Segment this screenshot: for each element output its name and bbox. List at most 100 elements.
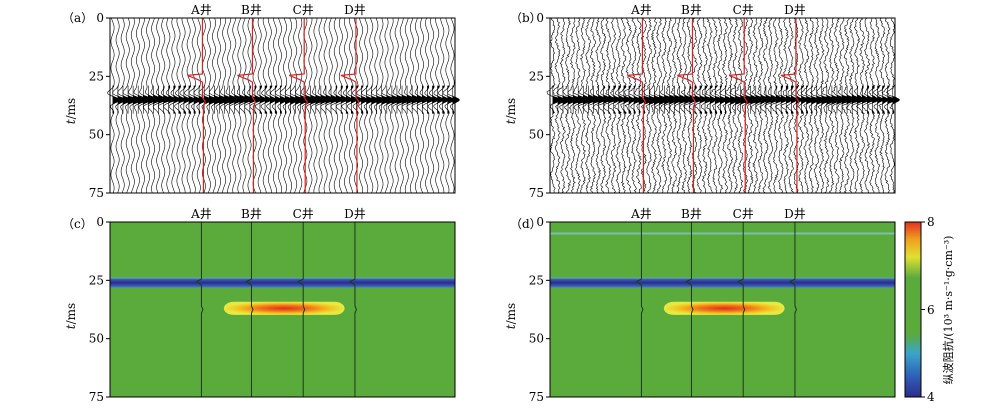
trace-fill bbox=[785, 85, 793, 114]
seismic-trace bbox=[816, 17, 832, 194]
trace-fill bbox=[310, 85, 321, 114]
well-line bbox=[635, 222, 644, 397]
trace-fill bbox=[356, 85, 363, 114]
seismic-trace bbox=[300, 17, 315, 194]
trace-fill bbox=[872, 85, 879, 114]
trace-fill bbox=[851, 85, 861, 114]
trace-fill bbox=[396, 85, 407, 114]
well-line bbox=[245, 222, 254, 397]
seismic-trace bbox=[392, 17, 407, 194]
trace-fill bbox=[664, 85, 674, 114]
seismic-trace bbox=[325, 17, 339, 194]
y-tick-label: 75 bbox=[529, 390, 544, 404]
y-tick-label: 75 bbox=[89, 390, 104, 404]
trace-fill bbox=[760, 85, 770, 114]
trace-fill bbox=[801, 85, 808, 114]
seismic-trace bbox=[759, 17, 775, 194]
y-axis-label: t/ms bbox=[504, 303, 518, 329]
seismic-trace bbox=[740, 17, 755, 194]
seismic-trace bbox=[683, 17, 697, 194]
trace-fill bbox=[234, 85, 244, 114]
trace-fill bbox=[892, 85, 900, 114]
seismic-trace bbox=[117, 17, 132, 194]
trace-fill bbox=[208, 85, 218, 114]
plot-frame bbox=[109, 17, 456, 194]
plot-frame bbox=[109, 221, 456, 398]
seismic-trace bbox=[279, 17, 293, 194]
seismic-trace bbox=[805, 17, 820, 194]
trace-fill bbox=[158, 85, 167, 114]
trace-fill bbox=[305, 85, 315, 114]
trace-fill bbox=[244, 85, 253, 114]
panel-a: （a） t/ms 0 25 50 75 A井 B井 C井 D井 bbox=[62, 3, 460, 200]
y-axis-label: t/ms bbox=[64, 98, 78, 124]
seismic-trace bbox=[401, 17, 416, 194]
trace-fill bbox=[224, 85, 234, 114]
trace-fill bbox=[562, 85, 572, 114]
seismic-trace bbox=[184, 17, 196, 194]
seismic-trace bbox=[188, 17, 201, 194]
low-impedance-layer bbox=[550, 277, 895, 288]
seismic-trace bbox=[193, 17, 207, 194]
seismic-trace bbox=[827, 17, 842, 194]
trace-fill bbox=[168, 85, 176, 114]
seismic-trace bbox=[562, 17, 577, 194]
seismic-trace bbox=[138, 18, 153, 194]
well-labels: A井 B井 C井 D井 bbox=[190, 3, 366, 17]
trace-fill bbox=[598, 85, 607, 114]
well-line bbox=[737, 222, 746, 397]
trace-fill bbox=[386, 85, 396, 114]
seismic-trace bbox=[578, 17, 592, 194]
trace-fill bbox=[552, 85, 561, 114]
seismic-trace bbox=[260, 17, 272, 194]
well-label-c: C井 bbox=[293, 3, 314, 17]
y-tick-label: 0 bbox=[536, 215, 544, 229]
y-tick-label: 75 bbox=[529, 186, 544, 200]
seismic-trace bbox=[791, 17, 804, 194]
seismic-trace bbox=[603, 17, 617, 194]
seismic-trace bbox=[229, 17, 244, 194]
well-line bbox=[788, 222, 797, 397]
trace-fill bbox=[315, 85, 326, 114]
well-label-b: B井 bbox=[241, 3, 262, 17]
well-label-b: B井 bbox=[681, 207, 702, 221]
trace-fill bbox=[841, 85, 852, 114]
trace-fill bbox=[153, 85, 163, 114]
y-tick-label: 0 bbox=[96, 11, 104, 25]
well-labels: A井 B井 C井 D井 bbox=[190, 207, 366, 221]
trace-fill bbox=[770, 85, 779, 114]
trace-fill bbox=[750, 85, 761, 114]
colorbar-gradient bbox=[904, 221, 922, 398]
trace-fill bbox=[755, 85, 766, 114]
seismic-trace bbox=[663, 17, 680, 194]
seismic-trace bbox=[714, 17, 727, 194]
trace-fill bbox=[603, 85, 612, 114]
trace-fill bbox=[887, 85, 895, 114]
well-log bbox=[677, 18, 697, 193]
seismic-trace bbox=[411, 17, 425, 194]
seismic-trace bbox=[447, 17, 460, 194]
trace-fill bbox=[340, 85, 348, 114]
trace-fill bbox=[264, 85, 272, 114]
trace-fill bbox=[582, 85, 593, 114]
trace-fill bbox=[679, 85, 689, 114]
plot-frame bbox=[549, 221, 896, 398]
trace-fill bbox=[178, 85, 186, 114]
trace-fill bbox=[335, 85, 344, 114]
seismic-trace bbox=[886, 17, 900, 194]
trace-fill bbox=[259, 85, 267, 114]
seismic-trace bbox=[270, 17, 282, 194]
well-log bbox=[187, 18, 207, 193]
seismic-trace bbox=[694, 17, 707, 194]
seismic-trace bbox=[654, 17, 669, 194]
well-labels: A井 B井 C井 D井 bbox=[630, 207, 806, 221]
colorbar: 8 6 4 纵波阻抗/(10³ m·s⁻¹·g·cm⁻³) bbox=[904, 215, 955, 404]
trace-fill bbox=[704, 85, 712, 114]
seismic-trace bbox=[552, 17, 567, 194]
trace-fill bbox=[684, 85, 693, 114]
trace-fill bbox=[163, 85, 172, 114]
well-label-d: D井 bbox=[784, 207, 806, 221]
well-log bbox=[627, 18, 647, 193]
trace-fill bbox=[867, 85, 875, 114]
seismic-trace bbox=[881, 17, 894, 194]
